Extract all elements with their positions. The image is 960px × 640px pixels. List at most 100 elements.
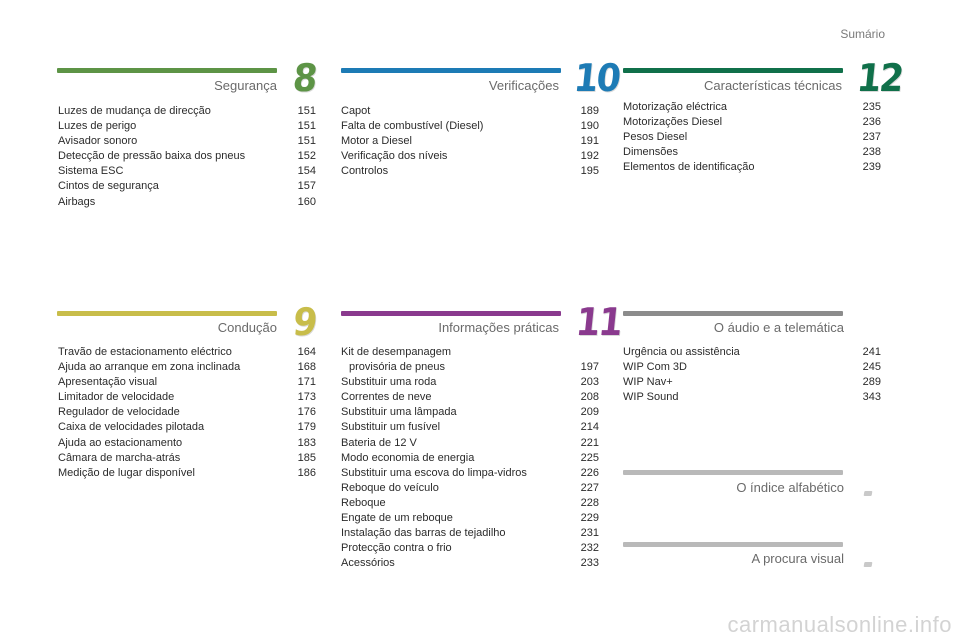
toc-item[interactable]: Reboque 228 <box>341 496 599 511</box>
toc-item[interactable]: Motor a Diesel 191 <box>341 134 599 149</box>
conducao-toc: Travão de estacionamento eléctrico 164 Aju… <box>58 345 316 481</box>
toc-item[interactable]: Correntes de neve 208 <box>341 390 599 405</box>
toc-item-page: 185 <box>297 451 316 464</box>
toc-item[interactable]: Sistema ESC 154 <box>58 164 316 179</box>
toc-item[interactable]: Medição de lugar disponível 186 <box>58 466 316 481</box>
toc-item[interactable]: Substituir uma escova do limpa-vidros 226 <box>341 466 599 481</box>
toc-item-label: Modo economia de energia <box>341 451 475 464</box>
toc-item-label: Medição de lugar disponível <box>58 466 195 479</box>
toc-item-page: 227 <box>580 481 599 494</box>
indice-title[interactable]: O índice alfabético <box>736 480 844 495</box>
toc-item[interactable]: Pesos Diesel 237 <box>623 130 881 145</box>
verificacoes-title[interactable]: Verificações <box>488 78 559 93</box>
toc-item[interactable]: Apresentação visual 171 <box>58 375 316 390</box>
toc-item[interactable]: Acessórios 233 <box>341 556 599 571</box>
toc-item[interactable]: Luzes de perigo 151 <box>58 119 316 134</box>
toc-item-label: Motorizações Diesel <box>623 116 723 129</box>
toc-item-page: 239 <box>862 161 881 174</box>
toc-item-label: Substituir uma roda <box>341 376 437 389</box>
caracteristicas-chapter-number[interactable]: 12 <box>854 56 905 100</box>
toc-item-label: Substituir um fusível <box>341 421 441 434</box>
toc-item-label: Falta de combustível (Diesel) <box>341 120 484 133</box>
toc-item[interactable]: Kit de desempanagem provisória de pneus … <box>341 345 599 375</box>
seguranca-toc: Luzes de mudança de direcção 151 Luzes de … <box>58 104 316 210</box>
conducao-title[interactable]: Condução <box>217 320 277 335</box>
toc-item[interactable]: Motorizações Diesel 236 <box>623 115 881 130</box>
toc-item-page: 228 <box>580 496 599 509</box>
toc-item[interactable]: Dimensões 238 <box>623 145 881 160</box>
toc-item[interactable]: Elementos de identificação 239 <box>623 160 881 175</box>
informacoes-chapter-number[interactable]: 11 <box>573 300 624 344</box>
toc-item[interactable]: Instalação das barras de tejadilho 231 <box>341 526 599 541</box>
toc-item-page: 160 <box>297 195 316 208</box>
toc-item[interactable]: Travão de estacionamento eléctrico 164 <box>58 345 316 360</box>
audio-title[interactable]: O áudio e a telemática <box>713 320 844 335</box>
toc-item[interactable]: Falta de combustível (Diesel) 190 <box>341 119 599 134</box>
toc-item[interactable]: WIP Com 3D 245 <box>623 360 881 375</box>
toc-item[interactable]: Engate de um reboque 229 <box>341 511 599 526</box>
toc-item-label: provisória de pneus <box>349 361 446 374</box>
toc-item-page: 186 <box>297 466 316 479</box>
audio-toc: Urgência ou assistência 241 WIP Com 3D 245 W… <box>623 345 881 405</box>
toc-item[interactable]: Substituir um fusível 214 <box>341 420 599 435</box>
toc-item[interactable]: Cintos de segurança 157 <box>58 179 316 194</box>
toc-item[interactable]: Bateria de 12 V 221 <box>341 436 599 451</box>
toc-item-label: Engate de um reboque <box>341 512 453 525</box>
caracteristicas-title[interactable]: Características técnicas <box>704 78 842 93</box>
toc-item[interactable]: Ajuda ao arranque em zona inclinada 168 <box>58 360 316 375</box>
toc-item[interactable]: Capot 189 <box>341 104 599 119</box>
toc-item[interactable]: Verificação dos níveis 192 <box>341 149 599 164</box>
seguranca-chapter-number[interactable]: 8 <box>290 56 318 100</box>
informacoes-title[interactable]: Informações práticas <box>438 320 559 335</box>
toc-item-page: 197 <box>580 361 599 374</box>
toc-item[interactable]: Controlos 195 <box>341 164 599 179</box>
toc-item[interactable]: Protecção contra o frio 232 <box>341 541 599 556</box>
toc-item[interactable]: Modo economia de energia 225 <box>341 451 599 466</box>
toc-item-label: Controlos <box>341 165 389 178</box>
toc-item-label: Luzes de mudança de direcção <box>58 105 211 117</box>
seguranca-title[interactable]: Segurança <box>214 78 277 93</box>
toc-item-page: 179 <box>297 421 316 434</box>
toc-item-page: 221 <box>580 436 599 449</box>
toc-item-page: 343 <box>862 391 881 404</box>
procura-marker <box>863 562 873 567</box>
toc-item[interactable]: Caixa de velocidades pilotada 179 <box>58 420 316 435</box>
caracteristicas-bar <box>623 68 843 73</box>
watermark: carmanualsonline.info <box>727 612 952 637</box>
verificacoes-bar <box>341 68 561 73</box>
toc-item[interactable]: Câmara de marcha-atrás 185 <box>58 451 316 466</box>
toc-item-label: Motor a Diesel <box>341 135 412 148</box>
toc-item[interactable]: Luzes de mudança de direcção 151 <box>58 104 316 119</box>
toc-item-page: 152 <box>297 150 316 163</box>
toc-item[interactable]: Limitador de velocidade 173 <box>58 390 316 405</box>
conducao-chapter-number[interactable]: 9 <box>290 300 318 344</box>
toc-item[interactable]: WIP Nav+ 289 <box>623 375 881 390</box>
toc-item-page: 190 <box>580 120 599 133</box>
toc-item-page: 235 <box>862 101 881 113</box>
toc-item[interactable]: Avisador sonoro 151 <box>58 134 316 149</box>
toc-item[interactable]: Reboque do veículo 227 <box>341 481 599 496</box>
toc-item[interactable]: Ajuda ao estacionamento 183 <box>58 436 316 451</box>
toc-item-page: 203 <box>580 376 599 389</box>
verificacoes-chapter-number[interactable]: 10 <box>571 56 622 100</box>
toc-item[interactable]: WIP Sound 343 <box>623 390 881 405</box>
toc-item[interactable]: Airbags 160 <box>58 195 316 210</box>
toc-item[interactable]: Motorização eléctrica 235 <box>623 100 881 115</box>
toc-item-page: 238 <box>862 146 881 159</box>
procura-title[interactable]: A procura visual <box>751 551 845 566</box>
toc-item-label: Sistema ESC <box>58 165 124 178</box>
toc-item-page: 236 <box>862 116 881 129</box>
toc-item-label: Regulador de velocidade <box>58 406 180 419</box>
caracteristicas-toc: Motorização eléctrica 235 Motorizações Die… <box>623 100 881 175</box>
summary-link[interactable]: Sumário <box>840 27 885 41</box>
toc-item-label: Elementos de identificação <box>623 161 755 174</box>
toc-item[interactable]: Detecção de pressão baixa dos pneus 152 <box>58 149 316 164</box>
toc-item[interactable]: Substituir uma roda 203 <box>341 375 599 390</box>
toc-item-page: 195 <box>580 165 599 178</box>
toc-item[interactable]: Substituir uma lâmpada 209 <box>341 405 599 420</box>
toc-item-label: Correntes de neve <box>341 391 432 404</box>
toc-item[interactable]: Regulador de velocidade 176 <box>58 405 316 420</box>
toc-item[interactable]: Urgência ou assistência 241 <box>623 345 881 360</box>
toc-item-label: Urgência ou assistência <box>623 346 740 358</box>
toc-item-label: Reboque <box>341 496 386 509</box>
